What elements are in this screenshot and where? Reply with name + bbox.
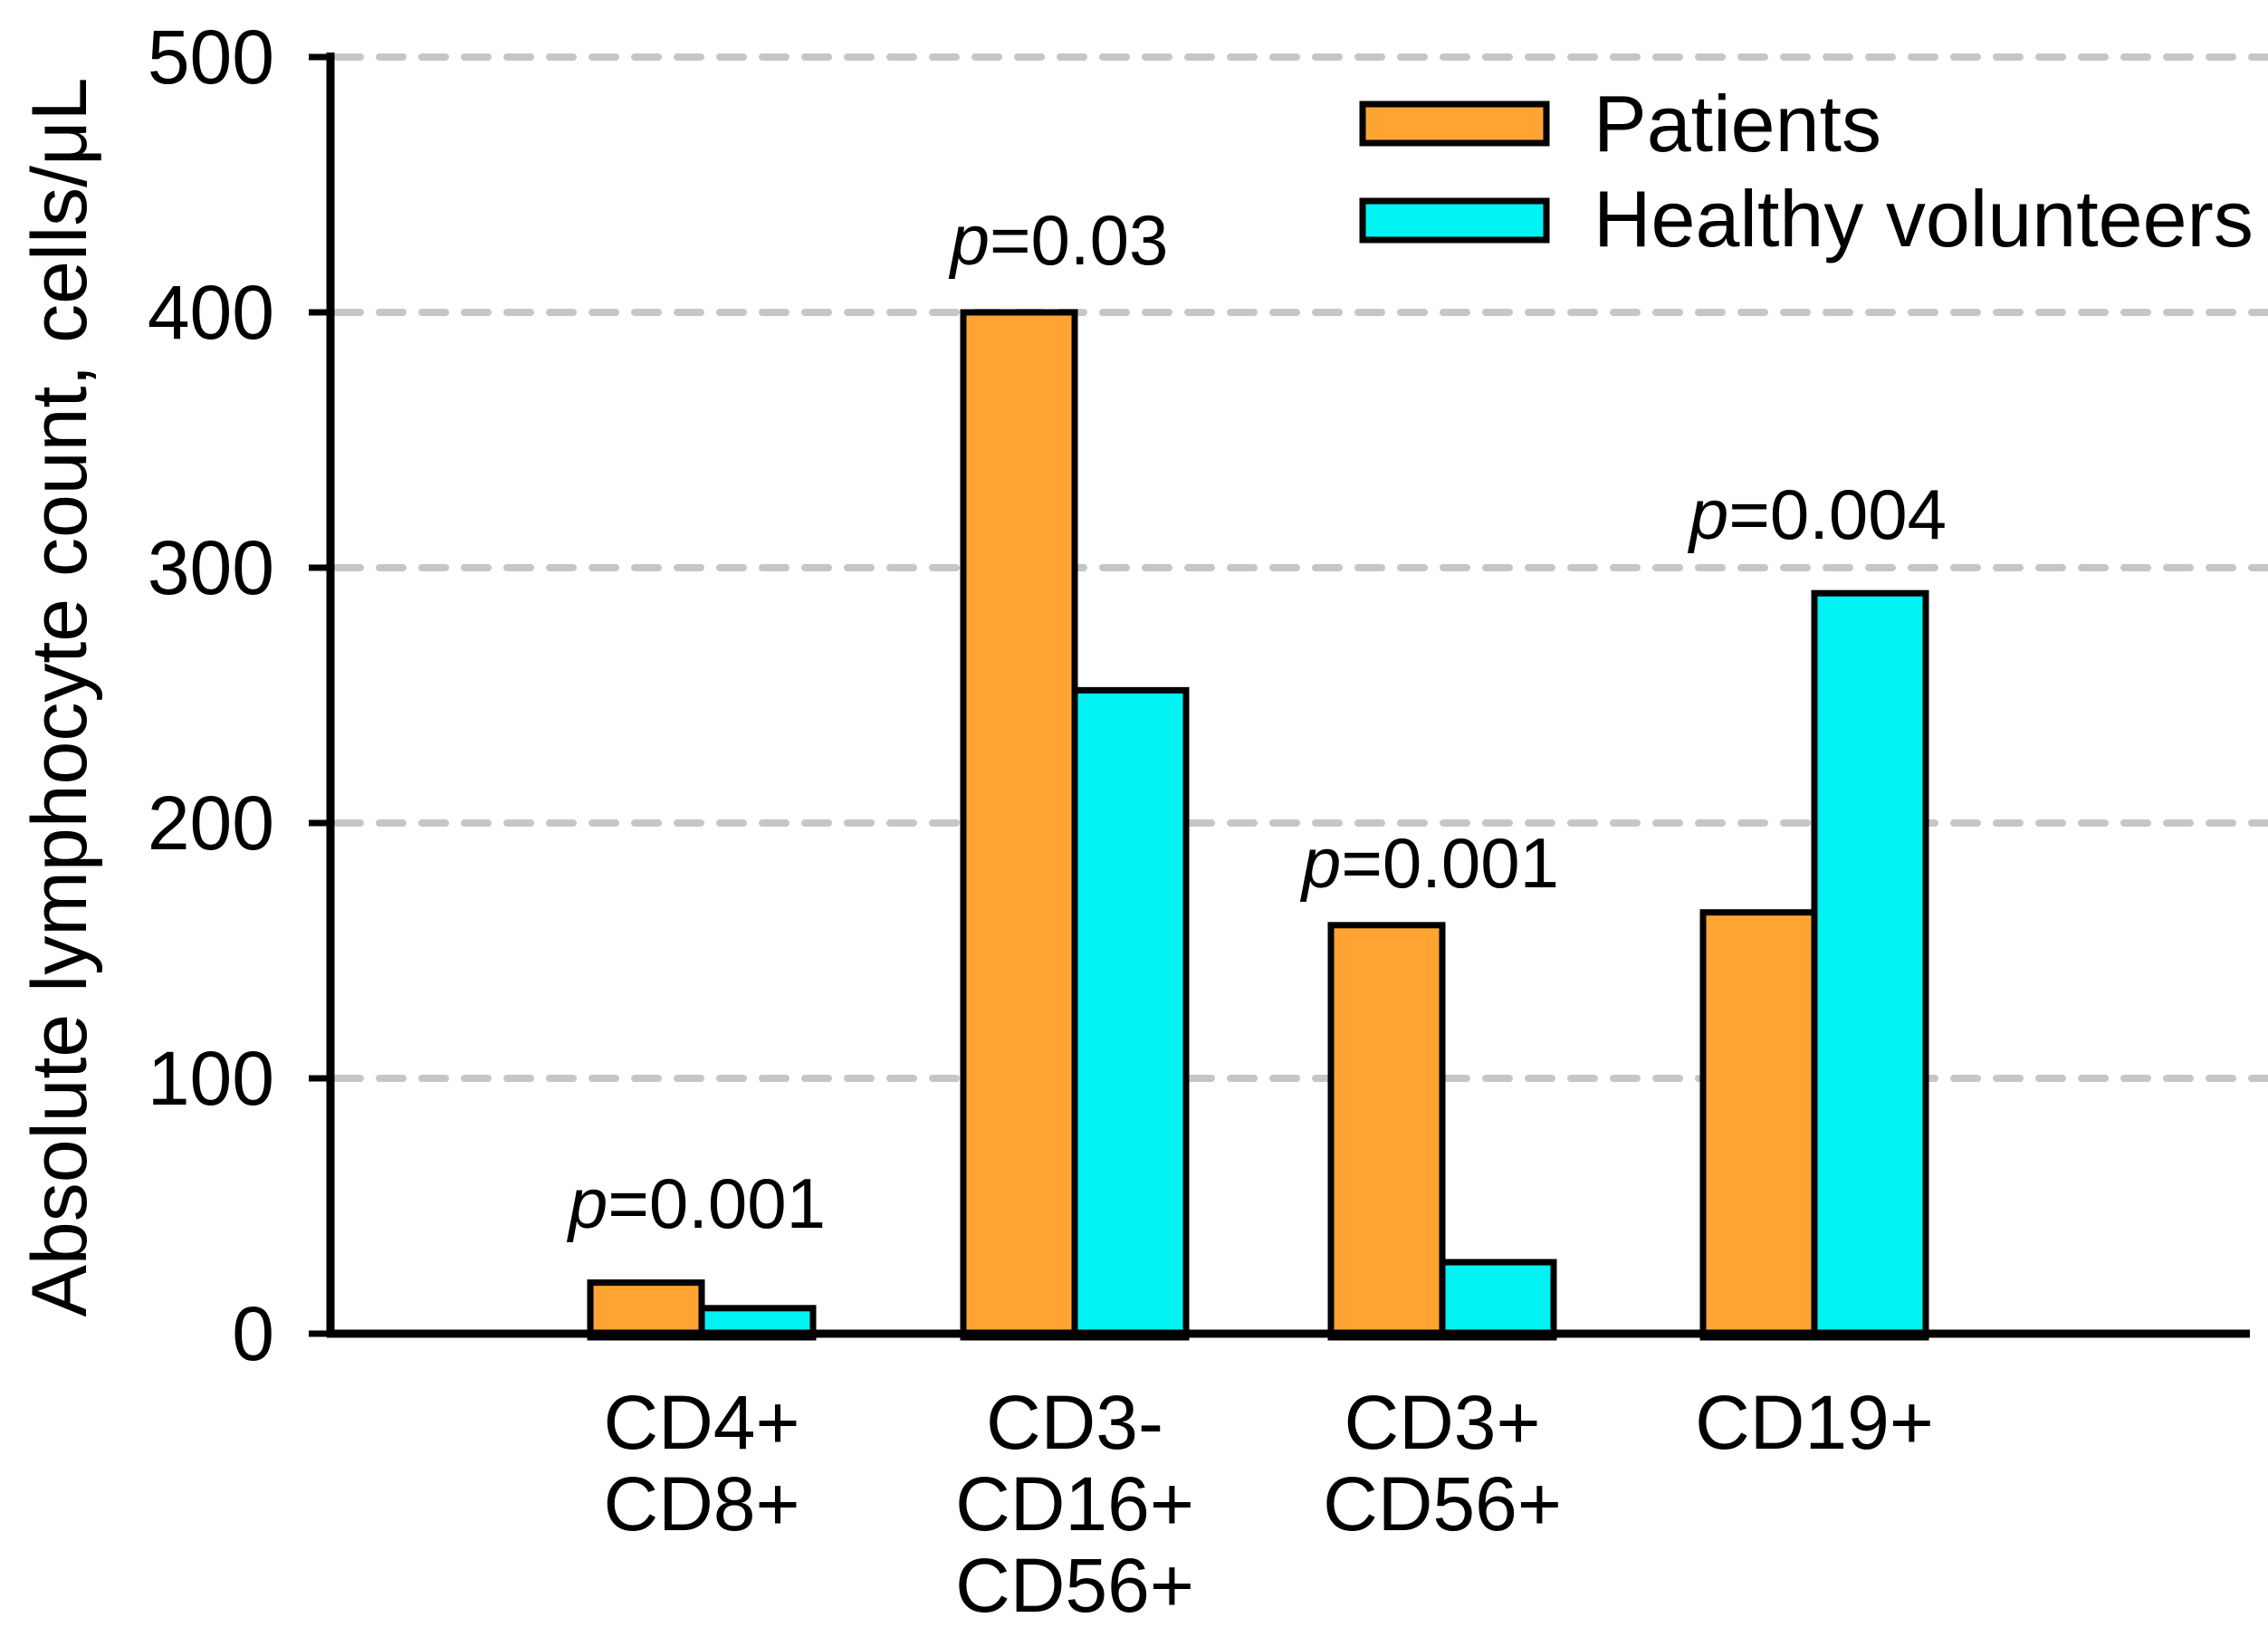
y-tick-label-100: 100 xyxy=(148,1036,274,1121)
y-tick-label-500: 500 xyxy=(148,14,274,100)
y-axis-title: Absolute lymphocyte count, cells/μL xyxy=(16,78,103,1317)
p-value-annotation-0: p=0.001 xyxy=(567,1163,826,1243)
bar-healthy-volunteers-group1 xyxy=(1071,686,1190,1341)
y-tick-label-400: 400 xyxy=(148,270,274,355)
legend-label-patients: Patients xyxy=(1593,79,1881,168)
bar-healthy-volunteers-group3 xyxy=(1811,589,1929,1341)
p-value-annotation-1: p=0.03 xyxy=(949,200,1169,280)
x-category-label-0: CD4+ CD8+ xyxy=(603,1380,799,1546)
legend-swatch-healthy-volunteers xyxy=(1359,197,1550,244)
x-category-label-1: CD3-CD16+ CD56+ xyxy=(955,1380,1194,1628)
p-value-annotation-2: p=0.001 xyxy=(1300,823,1559,903)
legend-swatch-patients xyxy=(1359,101,1550,147)
p-value-annotation-3: p=0.004 xyxy=(1688,474,1947,554)
bar-patients-group3 xyxy=(1699,909,1818,1341)
x-category-label-2: CD3+ CD56+ xyxy=(1323,1380,1562,1546)
x-category-label-3: CD19+ xyxy=(1695,1380,1934,1465)
y-tick-label-0: 0 xyxy=(232,1291,274,1376)
y-tick-label-300: 300 xyxy=(148,525,274,610)
bar-patients-group0 xyxy=(587,1279,705,1341)
bar-patients-group2 xyxy=(1327,922,1446,1341)
legend-label-healthy-volunteers: Healthy volunteers xyxy=(1593,174,2254,263)
bar-patients-group1 xyxy=(960,309,1078,1341)
bar-healthy-volunteers-group2 xyxy=(1439,1259,1557,1341)
y-tick-label-200: 200 xyxy=(148,780,274,866)
